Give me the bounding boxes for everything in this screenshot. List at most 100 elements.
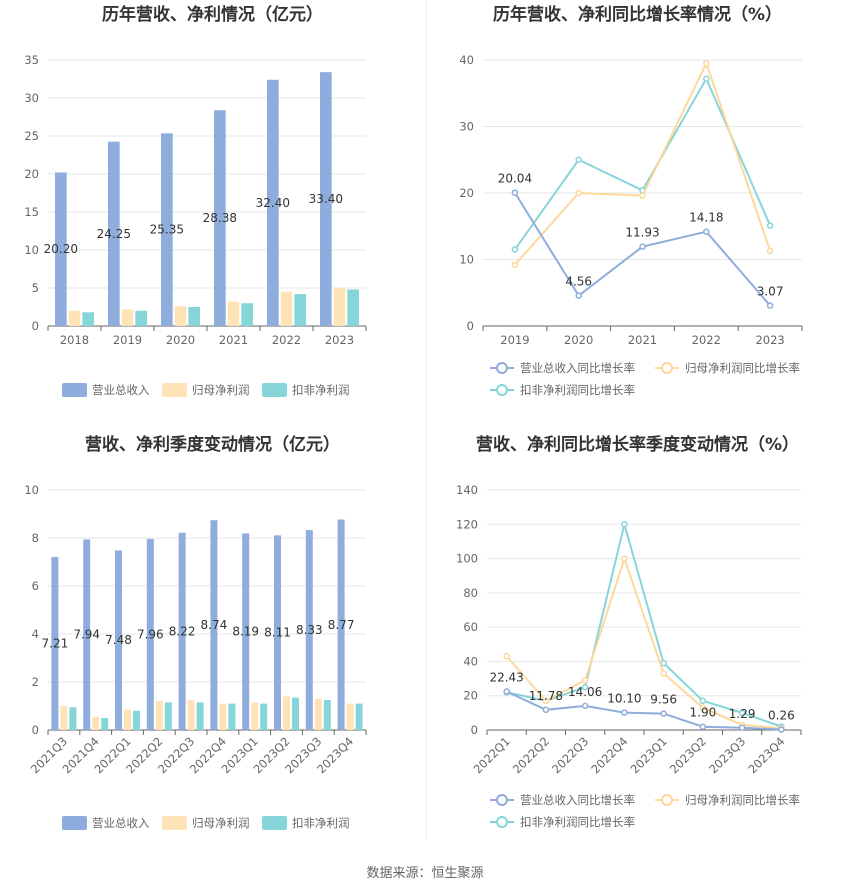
y-tick-label: 40 bbox=[463, 654, 478, 668]
series-line-1 bbox=[506, 690, 782, 731]
bar-3 bbox=[323, 700, 331, 730]
y-tick-label: 140 bbox=[456, 483, 478, 497]
data-source-note: 数据来源：恒生聚源 bbox=[366, 866, 484, 881]
series-point-2 bbox=[639, 192, 646, 199]
x-tick-label: 2021 bbox=[628, 333, 657, 347]
bar-1 bbox=[115, 550, 123, 730]
bar-2 bbox=[227, 301, 240, 326]
bar-1 bbox=[55, 172, 67, 326]
bar-3 bbox=[132, 710, 140, 730]
bar-data-label: 8.33 bbox=[296, 623, 323, 637]
bar-2 bbox=[92, 716, 100, 730]
legend-swatch bbox=[162, 383, 187, 397]
y-tick-label: 10 bbox=[459, 253, 474, 267]
bar-3 bbox=[135, 310, 147, 326]
x-tick-label: 2020 bbox=[564, 333, 593, 347]
bar-2 bbox=[283, 696, 290, 730]
y-tick-label: 100 bbox=[456, 552, 478, 566]
series-line-3 bbox=[514, 76, 772, 251]
y-tick-label: 10 bbox=[24, 483, 39, 497]
bar-2 bbox=[60, 706, 68, 730]
legend-swatch-marker bbox=[496, 794, 508, 806]
bar-2 bbox=[314, 698, 322, 730]
legend-swatch bbox=[62, 383, 87, 397]
y-tick-label: 15 bbox=[24, 205, 39, 219]
legend-label: 扣非净利润 bbox=[292, 816, 350, 830]
y-tick-label: 35 bbox=[24, 53, 39, 67]
y-tick-label: 6 bbox=[32, 579, 39, 593]
annual-revenue-profit-chart: 历年营收、净利情况（亿元） 0 5 10 15 20 25 30 35 2018 2019 2020 2… bbox=[0, 0, 425, 430]
bar-data-label: 7.96 bbox=[137, 627, 164, 641]
legend-swatch bbox=[262, 383, 287, 397]
y-tick-label: 5 bbox=[32, 281, 39, 295]
quarterly-growth-rate-chart: 营收、净利同比增长率季度变动情况（%） 0 20 40 60 80 100 120 140 202… bbox=[425, 430, 850, 860]
y-tick-label: 0 bbox=[471, 723, 478, 737]
x-tick-label: 2022Q3 bbox=[549, 734, 591, 776]
series-point-2 bbox=[699, 704, 707, 711]
bar-data-label: 32.40 bbox=[256, 196, 290, 210]
annual-revenue-profit-svg: 历年营收、净利情况（亿元） 0 5 10 15 20 25 30 35 2018 2019 2020 2… bbox=[24, 4, 367, 397]
chart-title: 历年营收、净利情况（亿元） bbox=[102, 4, 323, 25]
x-tick-label: 2022Q1 bbox=[471, 734, 513, 776]
line-data-label: 22.43 bbox=[489, 671, 523, 685]
line-data-label: 14.06 bbox=[568, 685, 602, 699]
legend-label: 归母净利润同比增长率 bbox=[685, 361, 800, 375]
series-point-1 bbox=[778, 726, 785, 733]
bar-1 bbox=[274, 535, 282, 730]
bar-1 bbox=[146, 538, 154, 730]
series-point-1 bbox=[766, 302, 774, 309]
y-tick-label: 80 bbox=[463, 586, 478, 600]
series-point-3 bbox=[660, 659, 667, 667]
bar-3 bbox=[260, 703, 268, 730]
chart-title: 营收、净利季度变动情况（亿元） bbox=[85, 434, 340, 455]
quarterly-growth-rate-svg: 营收、净利同比增长率季度变动情况（%） 0 20 40 60 80 100 120 140 202… bbox=[456, 434, 802, 829]
x-tick-label: 2022Q2 bbox=[510, 734, 552, 776]
legend-label: 扣非净利润同比增长率 bbox=[520, 383, 635, 397]
legend-swatch-marker bbox=[661, 362, 673, 374]
legend-swatch-marker bbox=[661, 794, 673, 806]
x-tick-label: 2022 bbox=[272, 333, 301, 347]
series-point-1 bbox=[703, 228, 710, 235]
panel-divider bbox=[426, 0, 427, 840]
legend-swatch-marker bbox=[496, 816, 508, 828]
bar-2 bbox=[187, 700, 195, 730]
line-data-label: 9.56 bbox=[650, 693, 677, 707]
x-tick-label: 2023Q2 bbox=[667, 734, 709, 776]
legend-label: 扣非净利润 bbox=[292, 383, 350, 397]
line-data-label: 10.10 bbox=[607, 692, 641, 706]
x-tick-label: 2021 bbox=[219, 333, 248, 347]
series-point-3 bbox=[581, 683, 589, 691]
x-tick-label: 2022 bbox=[692, 333, 721, 347]
bar-1 bbox=[214, 110, 226, 326]
line-data-label: 0.26 bbox=[768, 709, 795, 723]
bar-1 bbox=[305, 530, 313, 730]
bar-data-label: 33.40 bbox=[309, 192, 343, 206]
bar-2 bbox=[251, 702, 259, 730]
x-tick-label: 2020 bbox=[166, 333, 195, 347]
y-tick-label: 8 bbox=[32, 531, 39, 545]
bar-2 bbox=[68, 310, 81, 326]
bar-1 bbox=[242, 533, 250, 730]
legend-swatch bbox=[162, 816, 187, 830]
legend-swatch bbox=[262, 816, 287, 830]
line-data-label: 3.07 bbox=[757, 285, 784, 299]
x-tick-label: 2023 bbox=[755, 333, 784, 347]
series-point-3 bbox=[703, 75, 710, 82]
quarterly-revenue-profit-chart: 营收、净利季度变动情况（亿元） 0 2 4 6 8 10 2021Q3 2021Q4 2022Q1… bbox=[0, 430, 425, 860]
bar-3 bbox=[228, 703, 236, 730]
series-line-2 bbox=[505, 555, 782, 730]
y-tick-label: 0 bbox=[467, 319, 474, 333]
bar-3 bbox=[188, 307, 200, 326]
x-tick-label: 2023 bbox=[325, 333, 354, 347]
series-point-1 bbox=[503, 688, 510, 695]
series-point-2 bbox=[503, 653, 510, 660]
bar-data-label: 25.35 bbox=[150, 223, 184, 237]
line-data-label: 20.04 bbox=[498, 172, 532, 186]
series-point-3 bbox=[511, 246, 519, 253]
x-tick-label: 2018 bbox=[60, 333, 89, 347]
x-tick-label: 2019 bbox=[500, 333, 529, 347]
y-tick-label: 30 bbox=[459, 120, 474, 134]
series-point-2 bbox=[766, 247, 774, 255]
bar-1 bbox=[108, 141, 120, 326]
bar-3 bbox=[164, 702, 172, 730]
